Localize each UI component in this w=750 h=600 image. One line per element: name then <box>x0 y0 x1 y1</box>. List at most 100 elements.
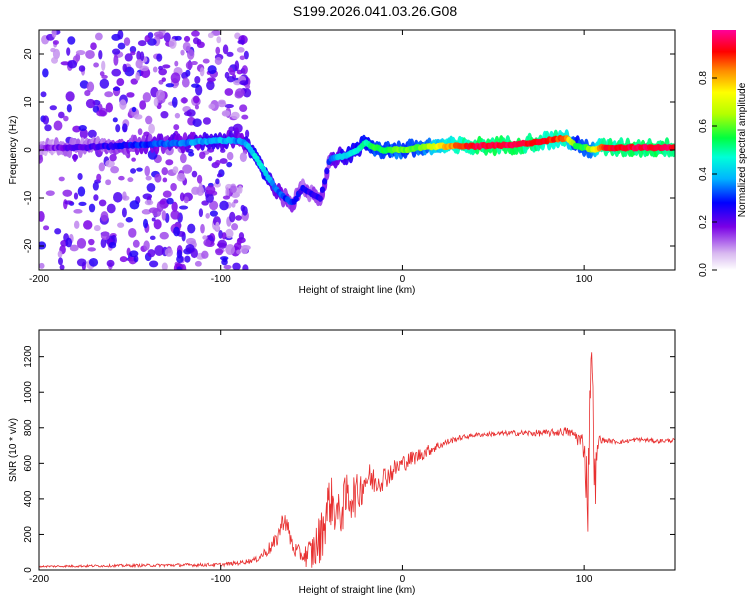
spectrogram-noise-blob <box>126 92 135 98</box>
spectrogram-noise-blob <box>161 210 167 221</box>
spectrogram-noise-blob <box>198 182 203 193</box>
spectrogram-noise-blob <box>216 173 223 178</box>
spectrogram-noise-blob <box>181 72 188 80</box>
spectrogram-noise-blob <box>239 80 249 86</box>
spectrogram-noise-blob <box>179 153 187 164</box>
y-tick-label: 20 <box>23 48 34 60</box>
spectrogram-noise-blob <box>104 91 114 98</box>
spectrogram-noise-blob <box>100 211 109 222</box>
snr-ylabel: SNR (10 * v/v) <box>8 418 19 482</box>
spectrogram-noise-blob <box>100 231 110 241</box>
spectrogram-noise-blob <box>65 91 75 102</box>
spectrogram-noise-blob <box>86 81 95 93</box>
spectrogram-noise-blob <box>100 238 107 249</box>
spectrogram-noise-blob <box>200 223 205 234</box>
spectrogram-noise-blob <box>66 104 72 113</box>
spectrogram-noise-blob <box>111 68 122 77</box>
spectrogram-noise-blob <box>176 266 183 270</box>
spectrogram-noise-blob <box>239 55 246 61</box>
spectrogram-noise-blob <box>49 105 57 111</box>
spectrogram-noise-blob <box>205 193 214 203</box>
spectrogram-noise-blob <box>88 257 99 267</box>
spectrogram-noise-blob <box>87 129 97 139</box>
spectrogram-noise-blob <box>229 185 237 193</box>
spectrogram-noise-blob <box>144 199 154 206</box>
spectrogram-noise-blob <box>235 215 243 221</box>
y-tick-label: 800 <box>23 419 34 436</box>
spectrogram-noise-blob <box>153 31 164 38</box>
spectrogram-noise-blob <box>85 98 96 109</box>
spectrogram-noise-blob <box>161 77 166 82</box>
spectrogram-noise-blob <box>208 156 213 162</box>
spectrogram-noise-blob <box>85 49 95 59</box>
y-tick-label: 1200 <box>23 345 34 368</box>
spectrogram-noise-blob <box>125 217 134 223</box>
spectrogram-noise-blob <box>119 256 128 263</box>
colorbar-label: Normalized spectral amplitude <box>737 82 748 217</box>
spectrogram-ridge-cell <box>670 144 675 151</box>
spectrogram-noise-blob <box>218 230 223 239</box>
spectrogram-noise-blob <box>215 46 221 55</box>
spectrogram-noise-blob <box>99 71 105 77</box>
spectrogram-noise-blob <box>188 151 195 157</box>
spectrogram-noise-blob <box>117 42 126 50</box>
spectrogram-noise-blob <box>245 84 251 90</box>
spectrogram-noise-blob <box>226 151 234 161</box>
spectrogram-noise-blob <box>232 262 241 270</box>
spectrogram-noise-blob <box>193 95 200 104</box>
spectrogram-noise-blob <box>239 104 248 113</box>
spectrogram-noise-blob <box>181 77 190 88</box>
spectrogram-noise-blob <box>225 228 234 239</box>
spectrogram-ridge-cell <box>324 167 330 175</box>
spectrogram-noise-blob <box>217 239 228 249</box>
spectrogram-noise-blob <box>146 182 156 193</box>
spectrogram-noise-blob <box>216 36 222 44</box>
snr-xlabel: Height of straight line (km) <box>299 585 416 596</box>
spectrogram-noise-blob <box>53 120 63 131</box>
spectrogram-noise-blob <box>233 199 239 204</box>
spectrogram-noise-blob <box>136 167 143 172</box>
spectrogram-noise-blob <box>226 51 234 57</box>
spectrogram-noise-blob <box>59 264 65 270</box>
spectrogram-noise-blob <box>205 185 216 195</box>
spectrogram-noise-blob <box>215 248 224 256</box>
spectrogram-noise-blob <box>105 159 115 168</box>
spectrogram-noise-blob <box>135 59 143 69</box>
spectrogram-noise-blob <box>118 175 125 181</box>
spectrogram-noise-blob <box>78 125 87 132</box>
spectrogram-noise-blob <box>76 238 87 249</box>
spectrogram-noise-blob <box>113 54 119 66</box>
spectrogram-noise-blob <box>131 157 136 162</box>
spectrogram-noise-blob <box>236 237 242 246</box>
spectrogram-noise-blob <box>236 46 245 53</box>
spectrogram-noise-blob <box>106 203 116 214</box>
spectrogram-noise-blob <box>77 186 86 197</box>
spectrogram-noise-blob <box>207 65 217 75</box>
x-tick-label: 0 <box>400 274 406 285</box>
spectrogram-noise-blob <box>221 232 227 240</box>
y-tick-label: 200 <box>23 526 34 543</box>
spectrogram-noise-blob <box>143 240 150 251</box>
spectrogram-noise-blob <box>129 200 140 210</box>
y-tick-label: 1000 <box>23 381 34 404</box>
spectrogram-noise-blob <box>108 241 117 249</box>
spectrogram-noise-layer <box>39 30 252 270</box>
spectrogram-noise-blob <box>183 196 189 204</box>
spectrogram-noise-blob <box>164 247 173 257</box>
spectrogram-noise-blob <box>79 80 89 89</box>
spectrogram-noise-blob <box>231 223 239 231</box>
spectrogram-noise-blob <box>219 200 229 211</box>
y-tick-label: 0 <box>23 567 34 573</box>
y-tick-label: 10 <box>23 96 34 108</box>
spectrogram-noise-blob <box>60 61 70 66</box>
colorbar-tick-label: 0.4 <box>698 167 709 181</box>
spectrogram-noise-blob <box>208 103 216 110</box>
spectrogram-noise-blob <box>230 111 240 120</box>
spectrogram-noise-blob <box>139 100 147 110</box>
spectrogram-noise-blob <box>96 173 102 182</box>
spectrogram-noise-blob <box>112 48 121 55</box>
x-tick-label: 100 <box>576 574 593 585</box>
spectrogram-noise-blob <box>130 168 137 174</box>
spectrogram-noise-blob <box>192 118 202 127</box>
